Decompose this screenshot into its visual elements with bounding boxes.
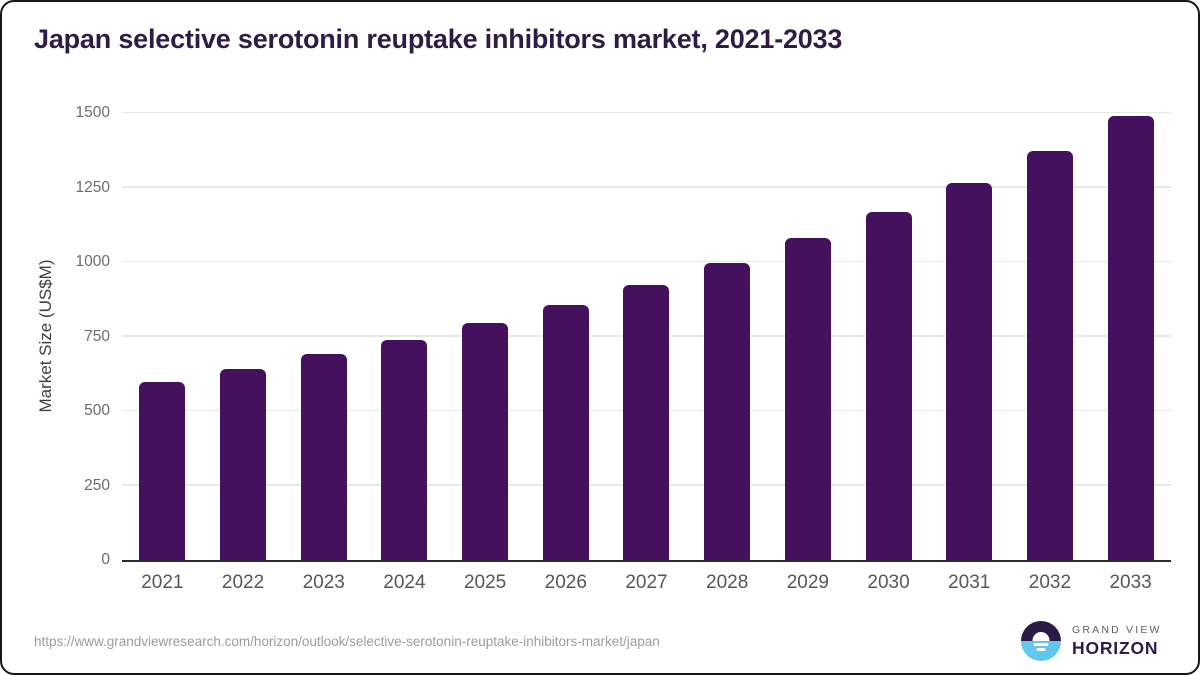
x-tick-label-2031: 2031 xyxy=(948,572,991,593)
plot-area: 0 250 500 750 1000 1250 1500 xyxy=(76,104,1171,568)
bar-column-2031 xyxy=(929,113,1010,560)
y-tick-label: 1500 xyxy=(75,104,110,121)
chart-title: Japan selective serotonin reuptake inhib… xyxy=(34,24,843,54)
bar-2025 xyxy=(462,322,509,560)
bar-2024 xyxy=(381,340,428,560)
bar-2026 xyxy=(542,304,589,560)
bar-column-2028 xyxy=(687,113,768,560)
bar-2021 xyxy=(139,382,186,560)
x-tick-label-2030: 2030 xyxy=(867,572,910,593)
bars-container xyxy=(122,113,1171,560)
brand-logo: GRAND VIEW HORIZON xyxy=(1021,621,1162,661)
x-tick-label-2023: 2023 xyxy=(302,572,345,593)
bar-2033 xyxy=(1107,115,1154,560)
bar-2029 xyxy=(784,237,831,560)
gridline-1000 xyxy=(122,260,1171,263)
x-tick-label-2033: 2033 xyxy=(1109,572,1152,593)
x-tick-label-2022: 2022 xyxy=(221,572,265,593)
bar-column-2029 xyxy=(768,113,849,560)
y-tick-label: 0 xyxy=(101,551,110,568)
bar-column-2032 xyxy=(1010,113,1091,560)
y-tick-label: 500 xyxy=(84,402,110,420)
x-tick-label-2026: 2026 xyxy=(544,572,587,593)
bar-2027 xyxy=(623,284,670,560)
bar-2030 xyxy=(865,212,912,560)
x-tick-label-2027: 2027 xyxy=(625,572,668,593)
bar-column-2023 xyxy=(283,113,364,560)
bar-column-2027 xyxy=(606,113,687,560)
source-url: https://www.grandviewresearch.com/horizo… xyxy=(34,634,660,649)
bar-2028 xyxy=(704,262,751,560)
y-tick-label: 750 xyxy=(84,327,110,345)
bar-column-2030 xyxy=(848,113,929,560)
bar-column-2024 xyxy=(364,113,445,560)
x-tick-label-2029: 2029 xyxy=(786,572,829,593)
bar-2031 xyxy=(946,183,993,560)
gridline-1500 xyxy=(122,111,1171,113)
gridline-1250 xyxy=(122,186,1171,188)
bar-column-2025 xyxy=(445,113,526,560)
x-tick-label-2024: 2024 xyxy=(383,572,426,593)
bar-2023 xyxy=(300,354,347,560)
bar-column-2021 xyxy=(122,113,203,560)
brand-name-top: GRAND VIEW xyxy=(1072,623,1162,636)
horizon-sun-icon xyxy=(1021,621,1061,661)
brand-name-bottom: HORIZON xyxy=(1072,637,1159,658)
y-tick-label: 1250 xyxy=(75,178,110,196)
x-tick-label-2032: 2032 xyxy=(1028,572,1072,593)
x-tick-label-2028: 2028 xyxy=(706,572,749,593)
brand-text: GRAND VIEW HORIZON xyxy=(1072,624,1162,659)
x-tick-label-2025: 2025 xyxy=(463,572,507,593)
y-tick-label: 1000 xyxy=(75,253,110,271)
bar-column-2022 xyxy=(203,113,284,560)
y-axis-title: Market Size (US$M) xyxy=(36,259,55,413)
x-axis-labels: 2021 2022 2023 2024 2025 2026 2027 2028 2029 2030… xyxy=(122,572,1171,594)
x-tick-label-2021: 2021 xyxy=(141,572,184,593)
bar-column-2026 xyxy=(525,113,606,560)
bar-2032 xyxy=(1026,151,1073,560)
bar-column-2033 xyxy=(1090,113,1171,560)
y-tick-label: 250 xyxy=(84,476,110,494)
bar-2022 xyxy=(220,368,267,560)
